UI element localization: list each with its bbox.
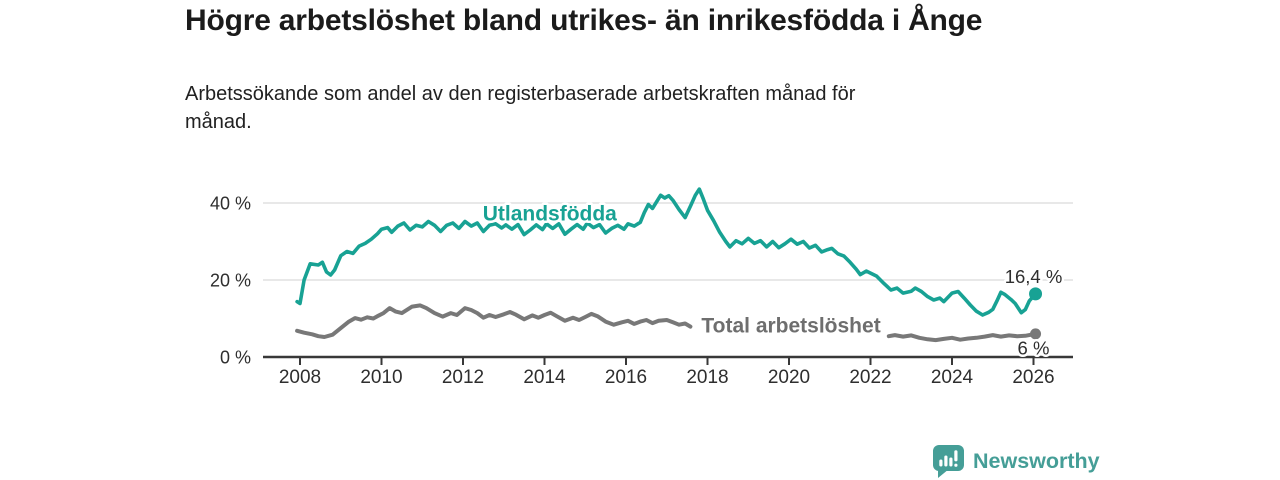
y-tick-label: 0 % xyxy=(220,348,251,368)
newsworthy-wordmark: Newsworthy xyxy=(973,449,1100,473)
x-tick-label: 2022 xyxy=(849,367,891,388)
series-utlandsfodda-line-0 xyxy=(295,187,1038,317)
series-total-end-dot xyxy=(1030,328,1042,340)
x-tick-label: 2026 xyxy=(1012,367,1054,388)
x-tick-label: 2012 xyxy=(442,367,484,388)
y-tick-label: 40 % xyxy=(210,194,251,214)
series-total-line-1 xyxy=(886,331,1038,343)
x-tick-label: 2024 xyxy=(931,367,974,388)
y-tick-label: 20 % xyxy=(210,271,251,291)
series-utlandsfodda-label: Utlandsfödda xyxy=(483,203,617,226)
line-chart: 0 % 20 % 40 % 2008 2010 2012 2014 2016 2018 2020 2… xyxy=(210,187,1073,388)
series-total-line-0 xyxy=(295,303,693,339)
x-tick-label: 2020 xyxy=(768,367,810,388)
series-total-label: Total arbetslöshet xyxy=(701,315,880,338)
x-tick-label: 2014 xyxy=(523,367,566,388)
series-utlandsfodda-end-dot xyxy=(1029,287,1043,301)
x-tick-label: 2018 xyxy=(686,367,728,388)
series-utlandsfodda-end-value: 16,4 % xyxy=(1005,266,1063,287)
series-total-end-value: 6 % xyxy=(1018,337,1050,358)
x-tick-label: 2010 xyxy=(360,367,402,388)
newsworthy-bubble-chart-icon xyxy=(933,445,964,478)
x-tick-label: 2008 xyxy=(279,367,321,388)
newsworthy-logo: Newsworthy xyxy=(933,445,1100,478)
x-tick-label: 2016 xyxy=(605,367,647,388)
chart-title: Högre arbetslöshet bland utrikes- än inr… xyxy=(185,4,983,37)
chart-subtitle: Arbetssökande som andel av den registerb… xyxy=(185,83,856,134)
